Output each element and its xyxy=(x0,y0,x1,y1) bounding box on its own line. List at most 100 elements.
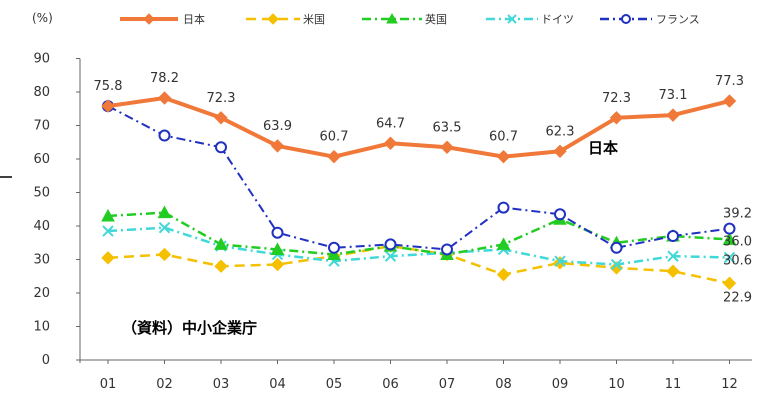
x-tick-label: 05 xyxy=(326,377,343,392)
data-point-marker xyxy=(610,258,623,271)
legend-label: 日本 xyxy=(183,12,205,26)
legend-item: ドイツ xyxy=(486,13,574,26)
data-point-marker xyxy=(158,129,171,142)
y-tick-label: 0 xyxy=(42,353,50,368)
data-point-marker xyxy=(158,221,171,234)
data-label: 60.7 xyxy=(489,130,518,145)
y-tick-label: 90 xyxy=(33,52,50,67)
series-callout-label: 日本 xyxy=(588,139,618,157)
x-tick-label: 09 xyxy=(552,377,569,392)
data-label: 72.3 xyxy=(602,91,631,106)
data-label: 77.3 xyxy=(715,74,744,89)
data-point-marker xyxy=(143,13,155,25)
data-label: 72.3 xyxy=(207,91,236,106)
data-labels: 75.8 78.2 72.3 63.9 60.7 64.7 63.5 60.7 62.3 72.3… xyxy=(94,71,752,305)
x-tick-label: 07 xyxy=(439,377,456,392)
y-tick-label: 80 xyxy=(33,85,50,100)
series-group xyxy=(101,205,737,260)
series-group xyxy=(102,100,736,256)
data-label: 64.7 xyxy=(376,116,405,131)
x-tick-label: 10 xyxy=(608,377,625,392)
data-label: 30.6 xyxy=(723,253,752,268)
data-label: 62.3 xyxy=(546,124,575,139)
data-point-marker xyxy=(214,111,228,125)
series-layer xyxy=(101,91,737,290)
legend-label: ドイツ xyxy=(541,13,574,26)
series-line xyxy=(107,96,730,159)
y-tick-label: 50 xyxy=(33,186,50,201)
data-point-marker xyxy=(496,237,511,250)
data-label: 63.5 xyxy=(433,120,462,135)
data-point-marker xyxy=(554,208,566,221)
data-point-marker xyxy=(384,238,397,251)
data-point-marker xyxy=(101,251,115,265)
data-point-marker xyxy=(496,267,511,282)
x-tick-label: 01 xyxy=(100,377,117,392)
x-tick-label: 04 xyxy=(269,377,286,392)
legend-item: 米国 xyxy=(246,13,325,26)
data-point-marker xyxy=(270,139,285,153)
data-point-marker xyxy=(723,251,736,264)
data-point-marker xyxy=(621,14,631,24)
data-label: 39.2 xyxy=(723,207,752,222)
data-label: 73.1 xyxy=(659,88,688,103)
data-point-marker xyxy=(666,108,680,122)
data-point-marker xyxy=(553,144,567,159)
data-point-marker xyxy=(610,241,623,254)
series-group xyxy=(101,91,737,164)
series-line xyxy=(107,211,730,256)
data-point-marker xyxy=(440,140,454,154)
data-point-marker xyxy=(271,226,284,239)
data-point-marker xyxy=(270,257,285,272)
data-point-marker xyxy=(723,222,736,235)
x-tick-label: 12 xyxy=(721,377,738,392)
source-note: （資料）中小企業庁 xyxy=(122,319,257,337)
legend: 日本 米国 英国 ドイツ フランス xyxy=(120,12,700,26)
data-point-marker xyxy=(609,111,624,125)
y-tick-label: 60 xyxy=(33,152,50,167)
data-label: 78.2 xyxy=(150,71,179,86)
data-point-marker xyxy=(386,12,398,24)
data-point-marker xyxy=(215,141,227,154)
y-tick-label: 10 xyxy=(33,320,50,335)
data-point-marker xyxy=(101,99,115,113)
legend-item: 日本 xyxy=(120,12,205,26)
data-point-marker xyxy=(267,13,279,25)
legend-label: 米国 xyxy=(303,13,325,26)
x-tick-label: 03 xyxy=(213,377,230,392)
data-point-marker xyxy=(327,149,341,164)
data-label: 60.7 xyxy=(320,130,349,145)
data-point-marker xyxy=(157,247,172,262)
y-tick-label: 30 xyxy=(33,253,50,268)
data-point-marker xyxy=(102,225,114,237)
data-point-marker xyxy=(722,232,737,245)
x-tick-label: 11 xyxy=(665,377,682,392)
data-point-marker xyxy=(553,256,567,270)
data-point-marker xyxy=(157,205,172,219)
data-point-marker xyxy=(496,149,511,164)
data-label: 22.9 xyxy=(723,290,752,305)
data-label: 75.8 xyxy=(94,79,123,94)
data-point-marker xyxy=(507,14,517,24)
data-point-marker xyxy=(667,230,679,243)
series-line xyxy=(107,244,730,285)
data-point-marker xyxy=(327,247,341,260)
data-point-marker xyxy=(157,91,172,105)
data-point-marker xyxy=(667,250,679,262)
data-point-marker xyxy=(554,255,566,267)
y-tick-label: 40 xyxy=(33,219,50,234)
data-label: 36.0 xyxy=(723,234,752,249)
axes: 0 10 20 30 40 50 60 70 80 90 01 02 03 04 05 06 07 08 09 10 1… xyxy=(33,52,752,392)
x-tick-label: 06 xyxy=(382,377,399,392)
data-point-marker xyxy=(722,94,737,108)
y-axis-unit-label: (%) xyxy=(32,11,53,25)
data-point-marker xyxy=(722,276,737,290)
data-point-marker xyxy=(214,259,228,273)
data-point-marker xyxy=(383,136,398,150)
data-point-marker xyxy=(441,243,453,256)
series-line xyxy=(107,105,730,251)
y-tick-label: 70 xyxy=(33,119,50,134)
data-point-marker xyxy=(270,242,285,255)
data-point-marker xyxy=(666,264,680,278)
